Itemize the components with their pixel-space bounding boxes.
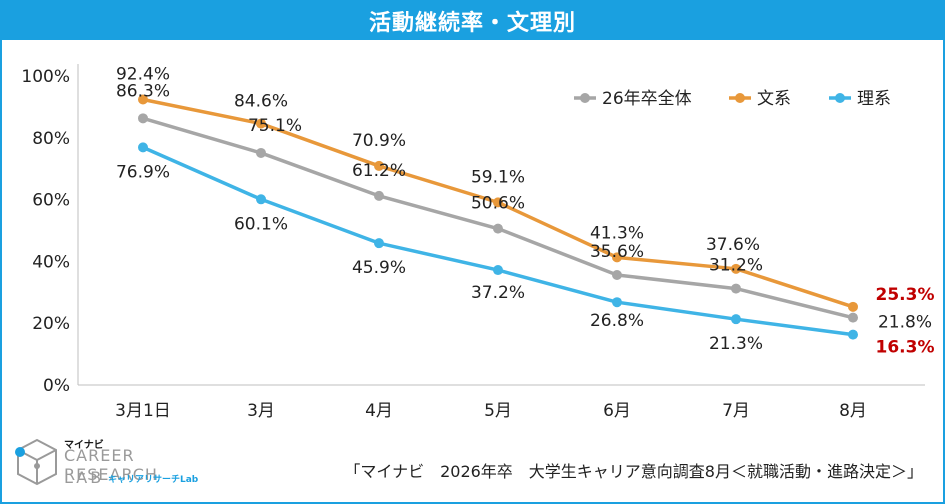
data-label: 92.4% (116, 64, 170, 84)
data-point-2 (256, 118, 266, 129)
y-tick-label: 20% (32, 314, 70, 334)
data-point-3 (493, 265, 503, 276)
data-point-3 (256, 194, 266, 205)
data-point-1 (731, 283, 741, 294)
x-tick-label: 6月 (603, 401, 631, 421)
data-label: 50.6% (471, 194, 525, 214)
data-point-2 (848, 301, 858, 312)
legend-marker (735, 93, 745, 103)
x-tick-label: 3月1日 (115, 401, 171, 421)
data-point-1 (256, 147, 266, 158)
x-tick-label: 4月 (365, 401, 393, 421)
x-tick-label: 8月 (839, 401, 867, 421)
data-point-3 (138, 142, 148, 153)
legend-label: 文系 (757, 89, 791, 109)
data-label: 86.3% (116, 81, 170, 101)
legend-marker (580, 93, 590, 103)
y-tick-label: 0% (43, 376, 70, 396)
data-label: 76.9% (116, 162, 170, 182)
data-label: 59.1% (471, 167, 525, 187)
x-tick-label: 3月 (247, 401, 275, 421)
chart-title: 活動継続率・文理別 (2, 2, 943, 40)
data-label: 70.9% (352, 131, 406, 151)
data-point-2 (374, 160, 384, 171)
data-point-3 (731, 314, 741, 325)
y-tick-label: 80% (32, 129, 70, 149)
x-tick-label: 5月 (484, 401, 512, 421)
data-point-2 (493, 197, 503, 208)
data-point-3 (374, 238, 384, 249)
data-label: 45.9% (352, 258, 406, 278)
data-label: 61.2% (352, 161, 406, 181)
logo-subtitle: キャリアリサーチLab (108, 475, 199, 485)
y-tick-label: 100% (21, 67, 70, 87)
legend-label: 26年卒全体 (602, 89, 692, 109)
data-label: 21.3% (709, 334, 763, 354)
source-note: 「マイナビ 2026年卒 大学生キャリア意向調査8月＜就職活動・進路決定＞」 (344, 462, 923, 481)
logo-title-line2: LAB (64, 468, 105, 487)
data-label: 60.1% (234, 214, 288, 234)
data-point-1 (493, 223, 503, 234)
data-point-2 (731, 263, 741, 274)
data-label: 26.8% (590, 311, 644, 331)
data-point-1 (848, 312, 858, 323)
cube-logo-icon (15, 438, 57, 486)
data-label: 37.2% (471, 283, 525, 303)
data-point-3 (612, 297, 622, 308)
data-label: 75.1% (248, 116, 302, 136)
logo-title-line1: CAREER RESEARCH (64, 446, 158, 484)
x-tick-label: 7月 (722, 401, 750, 421)
data-label: 84.6% (234, 92, 288, 112)
data-label: 41.3% (590, 223, 644, 243)
logo-brand-text: マイナビ (64, 440, 104, 451)
legend-label: 理系 (857, 89, 891, 109)
y-tick-label: 60% (32, 191, 70, 211)
data-point-1 (374, 190, 384, 201)
y-tick-label: 40% (32, 252, 70, 272)
data-label: 37.6% (706, 235, 760, 255)
data-point-2 (138, 94, 148, 105)
data-label: 21.8% (878, 313, 932, 333)
data-point-1 (612, 269, 622, 280)
data-point-1 (138, 113, 148, 124)
data-label: 25.3% (876, 285, 935, 305)
data-label: 16.3% (876, 338, 935, 358)
data-label: 31.2% (709, 256, 763, 276)
data-point-3 (848, 329, 858, 340)
legend-marker (835, 93, 845, 103)
data-point-2 (612, 252, 622, 263)
career-research-lab-logo: マイナビ CAREER RESEARCH LAB キャリアリサーチLab (14, 434, 224, 494)
data-label: 35.6% (590, 242, 644, 262)
